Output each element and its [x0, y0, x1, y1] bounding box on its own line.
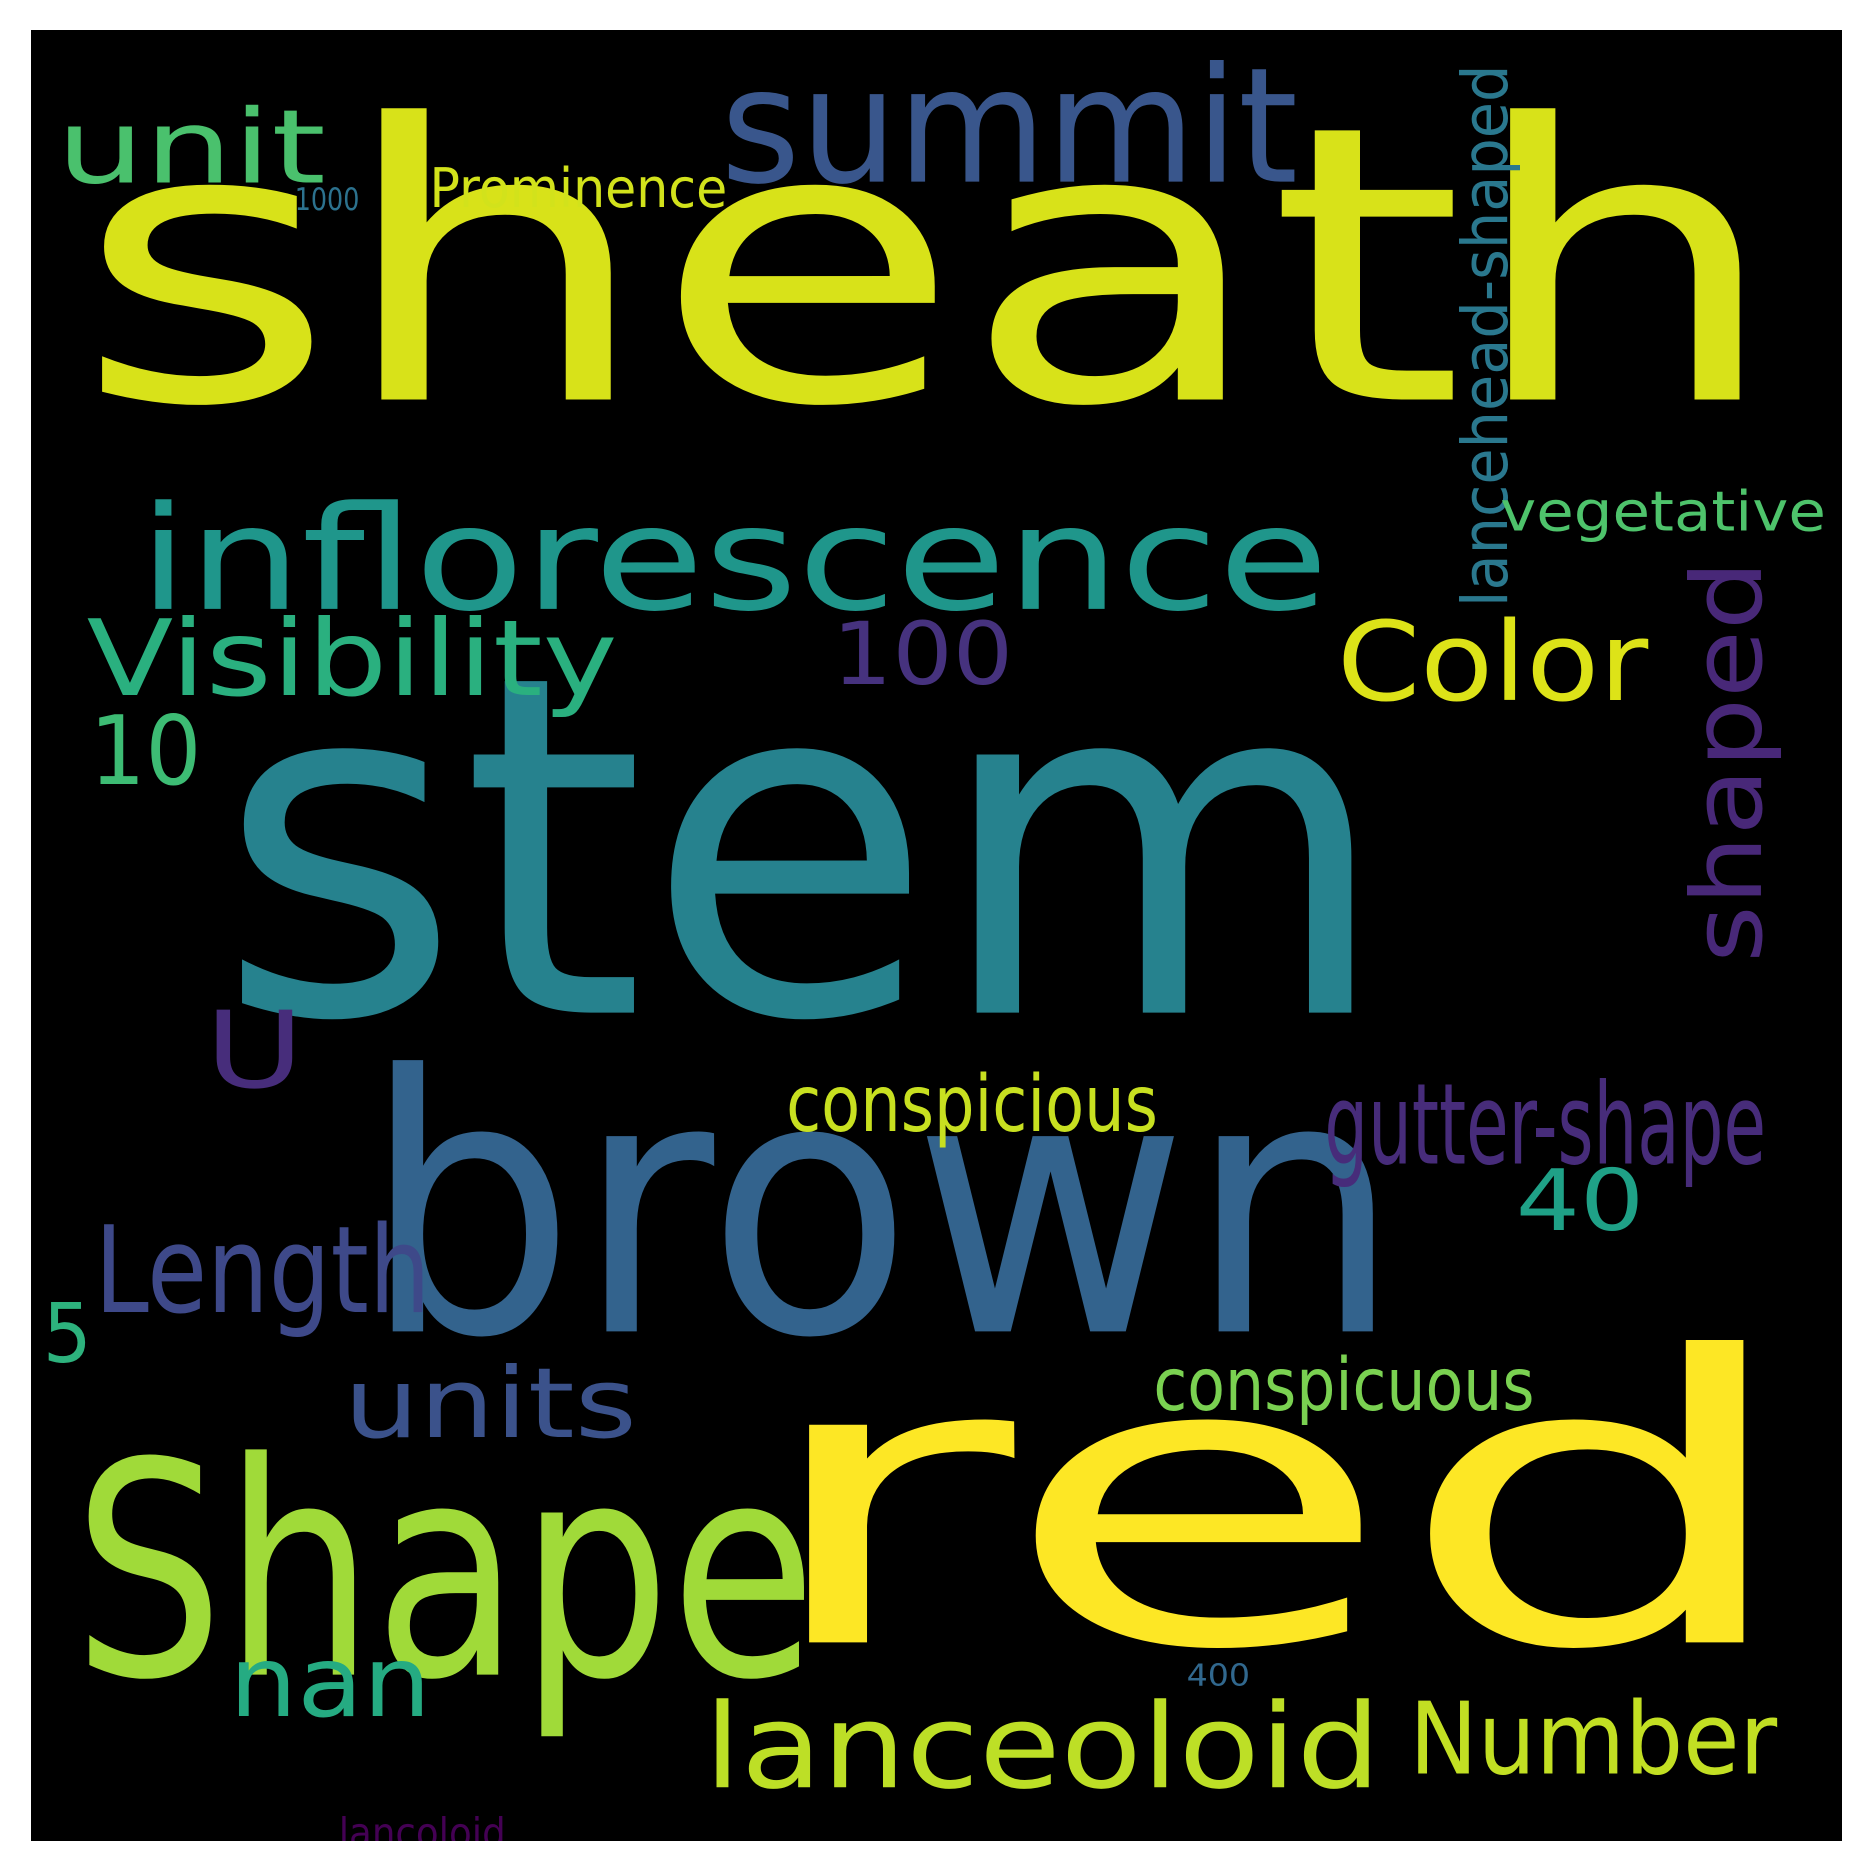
word-400: 400 [1186, 1658, 1251, 1694]
word-units: units [343, 1346, 637, 1461]
word-length: Length [94, 1200, 431, 1341]
word-u: U [204, 988, 304, 1113]
word-gutter-shape: gutter-shape [1324, 1060, 1766, 1191]
word-prominence: Prominence [429, 157, 728, 221]
word-stem: stem [216, 574, 1392, 1125]
word-shaped: shaped [1672, 560, 1785, 963]
word-visibility: Visibility [86, 598, 618, 721]
word-conspicious: conspicious [786, 1058, 1158, 1150]
word-lanceoloid: lanceoloid [704, 1679, 1381, 1816]
word-red: red [750, 1272, 1802, 1737]
word-nan: nan [229, 1624, 431, 1740]
word-100: 100 [831, 604, 1014, 705]
word-shape: Shape [73, 1399, 817, 1746]
word-conspicuous: conspicuous [1153, 1342, 1535, 1428]
word-vegetative: vegetative [1500, 479, 1826, 545]
word-40: 40 [1515, 1151, 1645, 1251]
word-summit: summit [720, 32, 1299, 220]
word-cloud: sheath stem brown red Shape inflorescenc… [31, 30, 1842, 1841]
word-10: 10 [89, 695, 202, 808]
word-lancoloid: lancoloid [338, 1808, 506, 1841]
word-unit: unit [56, 87, 326, 207]
word-1000: 1000 [294, 180, 360, 218]
word-5: 5 [42, 1285, 92, 1382]
word-number: Number [1409, 1681, 1778, 1797]
word-brown: brown [362, 999, 1402, 1416]
word-sheath: sheath [74, 44, 1783, 491]
word-inflorescence: inflorescence [138, 474, 1329, 644]
word-color: Color [1336, 599, 1649, 727]
